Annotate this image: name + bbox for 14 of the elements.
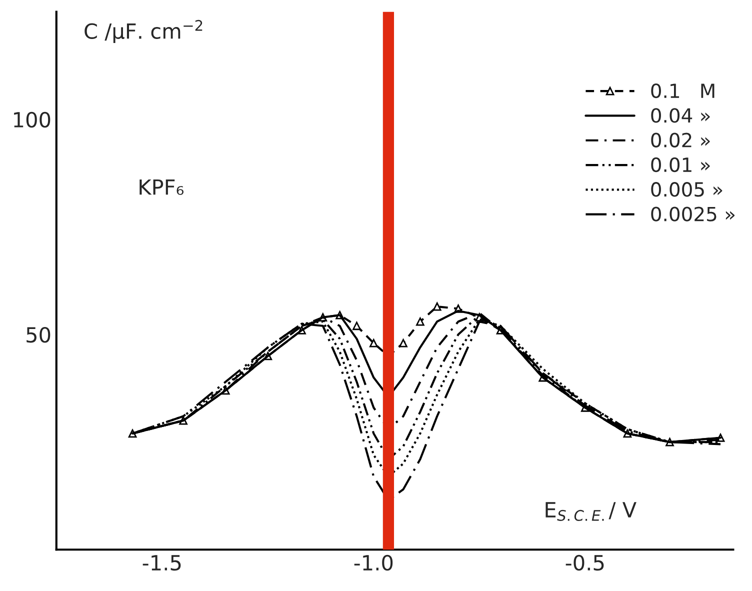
annotation: KPF₆ <box>140 179 184 195</box>
y-tick-label: 100 <box>14 112 50 128</box>
x-tick-label: -1.5 <box>142 555 181 571</box>
x-tick-label: -1.0 <box>354 554 393 571</box>
legend-label: 0.0025 » <box>651 206 735 222</box>
legend-label: 0.01 » <box>651 157 710 172</box>
legend-label: 0.02 » <box>651 132 710 148</box>
x-axis-title: E$_{S.C.E.}$/ V <box>546 502 636 521</box>
legend-label: 0.1 M <box>651 83 714 98</box>
y-tick-label: 50 <box>26 326 50 343</box>
x-tick-label: -0.5 <box>566 554 604 571</box>
legend-label: 0.04 » <box>651 108 710 123</box>
y-axis-title: C /μF. cm$^{−2}$ <box>84 20 202 44</box>
legend-label: 0.005 » <box>651 182 722 197</box>
